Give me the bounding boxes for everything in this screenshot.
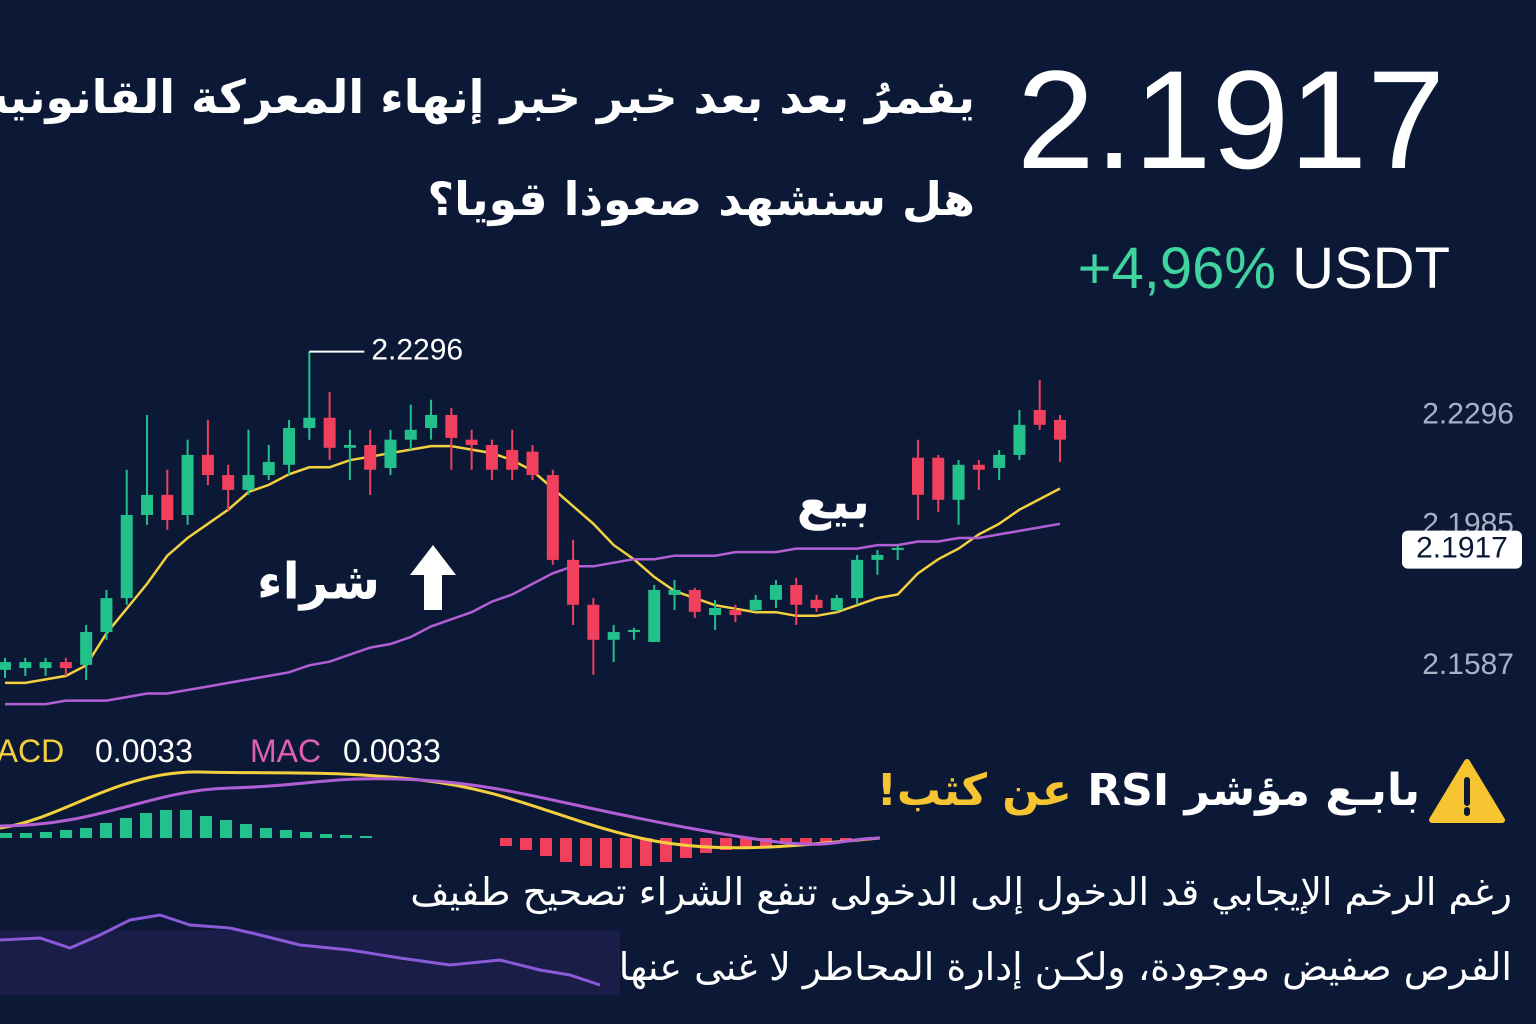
- candle-body: [323, 417, 336, 448]
- candle-body: [303, 417, 316, 429]
- candle-body: [830, 598, 843, 611]
- candle-body: [871, 554, 884, 560]
- candle-body: [749, 599, 762, 611]
- signal-label: MAC: [250, 733, 321, 769]
- candle-body: [891, 547, 904, 550]
- candle-body: [404, 429, 417, 440]
- buy-label: شراء: [257, 553, 380, 612]
- candle-body: [952, 464, 965, 500]
- candle-body: [851, 559, 864, 599]
- candle-body: [141, 494, 154, 515]
- candle-body: [810, 599, 823, 608]
- candle-body: [1033, 410, 1046, 425]
- candle-body: [648, 589, 661, 642]
- candle-body: [80, 632, 93, 665]
- candle-body: [283, 428, 296, 465]
- current-price-label: 2.1917: [1416, 532, 1508, 565]
- candle-body: [242, 475, 255, 490]
- candle-body: [181, 454, 194, 515]
- candle-body: [485, 445, 498, 470]
- body-line-2: الفرص صفيض موجودة، ولكـن إدارة المحاطر ل…: [618, 945, 1512, 989]
- candle-body: [607, 632, 620, 640]
- candle-body: [222, 475, 235, 490]
- candle-body: [445, 414, 458, 438]
- candle-body: [993, 454, 1006, 468]
- candle-body: [546, 475, 559, 560]
- sell-label: بيع: [797, 473, 870, 532]
- candle-body: [790, 585, 803, 605]
- y-tick-label: 2.2296: [1422, 398, 1514, 431]
- candle-body: [1013, 424, 1026, 455]
- candle-body: [39, 662, 52, 669]
- candle-body: [729, 610, 742, 616]
- candle-body: [1054, 419, 1066, 440]
- candle-body: [120, 515, 133, 599]
- current-price-badge: [1402, 530, 1522, 569]
- candle-body: [688, 589, 701, 612]
- candle-body: [201, 454, 214, 476]
- change-row: +4,96% USDT: [1078, 240, 1450, 298]
- candle-body: [343, 445, 356, 448]
- candle-body: [364, 445, 377, 470]
- macd-label: MACD: [0, 733, 64, 769]
- candle-body: [526, 451, 539, 476]
- body-line-1: رغم الرخم الإيجابي قد الدخول إلى الدخولى…: [410, 870, 1512, 914]
- headline-2: هل سنشهد صعوذا قويا؟: [427, 172, 975, 226]
- rsi-line: [0, 913, 601, 987]
- candle-body: [709, 607, 722, 616]
- candle-body: [59, 662, 72, 669]
- candle-body: [932, 457, 945, 500]
- currency: USDT: [1292, 236, 1450, 301]
- rsi-title-emphasis: عن كثب!: [876, 765, 1072, 816]
- rsi-title-main: بابـع مؤشر RSI: [1087, 765, 1420, 816]
- candle-body: [425, 414, 438, 429]
- candle-body: [972, 464, 985, 470]
- y-tick-label: 2.1587: [1422, 648, 1514, 681]
- moving-average: [5, 522, 1061, 706]
- moving-average: [5, 444, 1061, 685]
- candle-body: [567, 559, 580, 605]
- peak-label: 2.2296: [371, 334, 463, 367]
- candle-body: [668, 589, 681, 595]
- candle-body: [465, 439, 478, 445]
- candle-body: [506, 449, 519, 470]
- candle-body: [0, 662, 11, 670]
- candle-body: [769, 585, 782, 600]
- price: 2.1917: [1016, 41, 1445, 198]
- candle-body: [384, 439, 397, 468]
- change: +4,96%: [1077, 236, 1276, 301]
- rsi-title: بابـع مؤشر RSI عن كثب!: [877, 765, 1420, 816]
- candle-body: [100, 598, 113, 633]
- candle-body: [911, 457, 924, 495]
- candle-body: [262, 461, 275, 476]
- macd-histogram-up: [0, 810, 372, 838]
- signal-value: 0.0033: [343, 733, 441, 769]
- candle-body: [587, 604, 600, 640]
- rsi-band: [0, 930, 620, 995]
- headline-1: يفمرُ بعد بعد خبر خبر إنهاء المعركة القا…: [0, 70, 975, 124]
- macd-value: 0.0033: [95, 733, 193, 769]
- candle-body: [19, 662, 32, 669]
- signal-line: [0, 777, 881, 846]
- buy-arrow: [410, 545, 456, 610]
- candle-body: [627, 629, 640, 633]
- candle-body: [161, 494, 174, 520]
